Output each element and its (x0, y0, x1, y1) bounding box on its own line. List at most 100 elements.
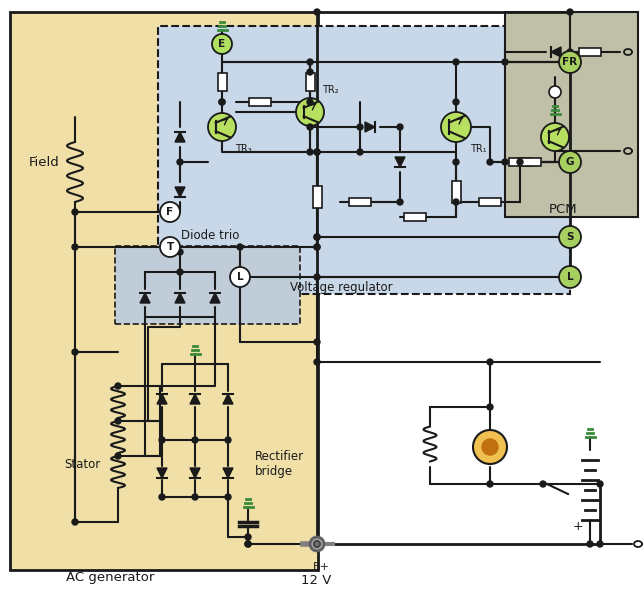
Text: E: E (219, 39, 226, 49)
Text: B+: B+ (312, 562, 329, 572)
Circle shape (559, 51, 581, 73)
Circle shape (559, 226, 581, 248)
Text: L: L (566, 272, 574, 282)
Circle shape (587, 541, 593, 547)
Text: T: T (167, 242, 174, 252)
Circle shape (482, 439, 498, 455)
Circle shape (473, 430, 507, 464)
Polygon shape (365, 122, 375, 132)
Circle shape (219, 99, 225, 105)
Polygon shape (140, 293, 150, 303)
Bar (305, 73, 314, 91)
Circle shape (441, 112, 471, 142)
Circle shape (502, 159, 508, 165)
Circle shape (357, 149, 363, 155)
Circle shape (314, 541, 320, 547)
Circle shape (314, 149, 320, 155)
Text: Rectifier
bridge: Rectifier bridge (255, 449, 304, 478)
Circle shape (160, 237, 180, 257)
Circle shape (115, 383, 121, 389)
Circle shape (307, 69, 313, 75)
Circle shape (225, 494, 231, 500)
Circle shape (314, 244, 320, 250)
Circle shape (177, 249, 183, 255)
Circle shape (314, 149, 320, 155)
Bar (509, 158, 531, 166)
Text: Stator: Stator (64, 458, 100, 471)
Bar (404, 213, 426, 221)
Circle shape (307, 124, 313, 130)
Text: TR₁: TR₁ (469, 144, 486, 154)
Text: S: S (566, 232, 574, 242)
Circle shape (487, 481, 493, 487)
Polygon shape (190, 468, 200, 478)
Circle shape (296, 98, 324, 126)
Bar (10, 12, 318, 570)
Circle shape (549, 86, 561, 98)
Circle shape (453, 199, 459, 205)
Bar (519, 158, 541, 166)
Polygon shape (175, 132, 185, 142)
Circle shape (487, 159, 493, 165)
Polygon shape (190, 394, 200, 404)
Bar (579, 48, 601, 56)
Bar (451, 181, 460, 203)
Circle shape (314, 244, 320, 250)
Circle shape (177, 269, 183, 275)
Text: TR₂: TR₂ (322, 85, 338, 95)
Circle shape (159, 494, 165, 500)
Circle shape (453, 159, 459, 165)
Circle shape (597, 541, 603, 547)
Circle shape (225, 437, 231, 443)
Circle shape (208, 113, 236, 141)
Circle shape (559, 266, 581, 288)
Circle shape (230, 267, 250, 287)
Circle shape (212, 34, 232, 54)
Circle shape (245, 541, 251, 547)
Circle shape (597, 481, 603, 487)
Circle shape (567, 159, 573, 165)
Circle shape (310, 537, 324, 551)
Polygon shape (223, 468, 233, 478)
Circle shape (314, 339, 320, 345)
Text: TR₃: TR₃ (235, 144, 251, 154)
Polygon shape (551, 47, 561, 57)
Circle shape (219, 99, 225, 105)
Polygon shape (395, 157, 405, 167)
Polygon shape (223, 394, 233, 404)
Text: FR: FR (563, 57, 577, 67)
Circle shape (72, 244, 78, 250)
Circle shape (502, 59, 508, 65)
Polygon shape (157, 468, 167, 478)
Text: AC generator: AC generator (66, 571, 154, 584)
Circle shape (314, 234, 320, 240)
Circle shape (567, 49, 573, 55)
Polygon shape (157, 394, 167, 404)
Circle shape (314, 234, 320, 240)
Circle shape (177, 159, 183, 165)
Circle shape (237, 244, 243, 250)
Polygon shape (175, 293, 185, 303)
Circle shape (159, 437, 165, 443)
Circle shape (559, 151, 581, 173)
Circle shape (245, 541, 251, 547)
Circle shape (541, 123, 569, 151)
Text: Diode trio: Diode trio (181, 229, 239, 242)
Circle shape (72, 209, 78, 215)
Circle shape (397, 124, 403, 130)
Circle shape (307, 59, 313, 65)
Circle shape (453, 59, 459, 65)
Text: F: F (167, 207, 174, 217)
Circle shape (487, 359, 493, 365)
Circle shape (314, 541, 320, 547)
Circle shape (517, 159, 523, 165)
Bar (158, 26, 570, 294)
Bar (249, 98, 271, 106)
Circle shape (357, 124, 363, 130)
Circle shape (487, 404, 493, 410)
Polygon shape (175, 187, 185, 197)
Circle shape (307, 149, 313, 155)
Circle shape (237, 274, 243, 280)
Circle shape (72, 349, 78, 355)
Text: +: + (573, 520, 583, 533)
